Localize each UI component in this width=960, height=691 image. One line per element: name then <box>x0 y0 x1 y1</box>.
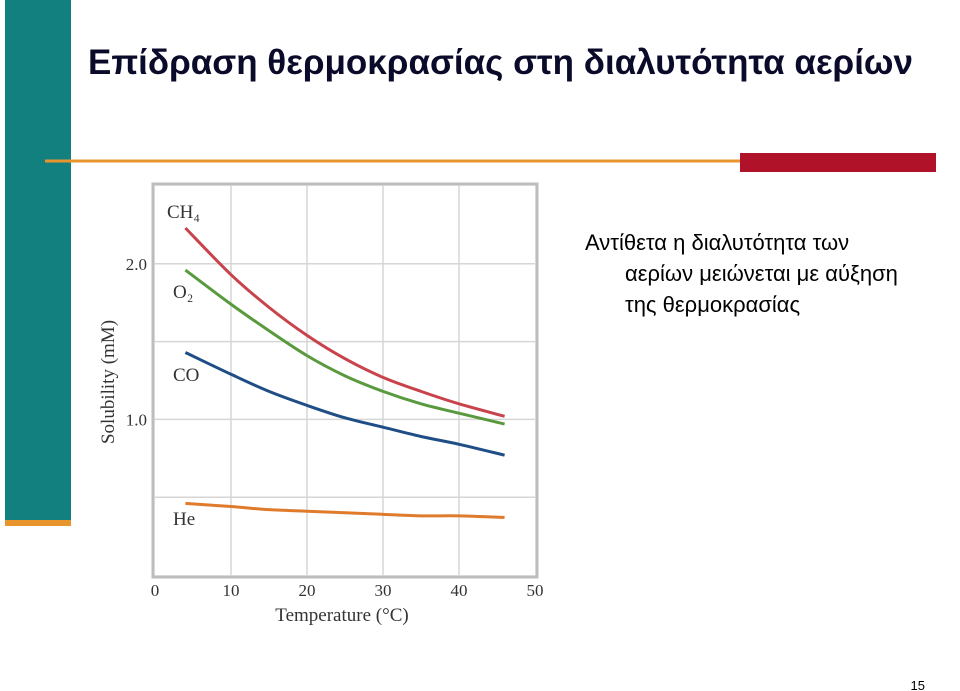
series-label: CO <box>173 365 199 386</box>
series-label: He <box>173 509 195 530</box>
series-line <box>184 351 505 457</box>
x-axis-label: Temperature (°C) <box>275 605 408 626</box>
series-label: O₂ <box>173 282 193 303</box>
x-tick-label: 20 <box>299 581 316 600</box>
body-text: Αντίθετα η διαλυτότητα των αερίων μειώνετ… <box>585 230 898 317</box>
title-accent <box>740 153 936 172</box>
x-tick-label: 30 <box>375 581 392 600</box>
body-line: αερίων μειώνεται με αύξηση <box>625 261 898 286</box>
y-tick-label: 2.0 <box>126 255 147 274</box>
plot-area <box>155 186 535 575</box>
y-axis-label: Solubility (mM) <box>98 320 119 444</box>
series-label: CH₄ <box>167 202 200 223</box>
x-tick-label: 50 <box>527 581 544 600</box>
side-bar <box>5 0 71 520</box>
body-line: της θερμοκρασίας <box>625 292 800 317</box>
chart: 0 10 20 30 40 50 1.0 2.0 CH₄ O₂ CO He <box>126 186 544 600</box>
body-line: Αντίθετα η διαλυτότητα των <box>585 230 849 255</box>
side-bar-edge <box>5 520 71 526</box>
x-tick-label: 40 <box>451 581 468 600</box>
x-tick-label: 0 <box>151 581 160 600</box>
series-line <box>184 226 505 418</box>
slide-title: Επίδραση θερμοκρασίας στη διαλυτότητα αε… <box>88 43 913 82</box>
y-tick-label: 1.0 <box>126 410 147 429</box>
series-line <box>185 501 505 519</box>
page-number: 15 <box>911 678 925 691</box>
series-line <box>184 268 505 426</box>
x-tick-label: 10 <box>223 581 240 600</box>
